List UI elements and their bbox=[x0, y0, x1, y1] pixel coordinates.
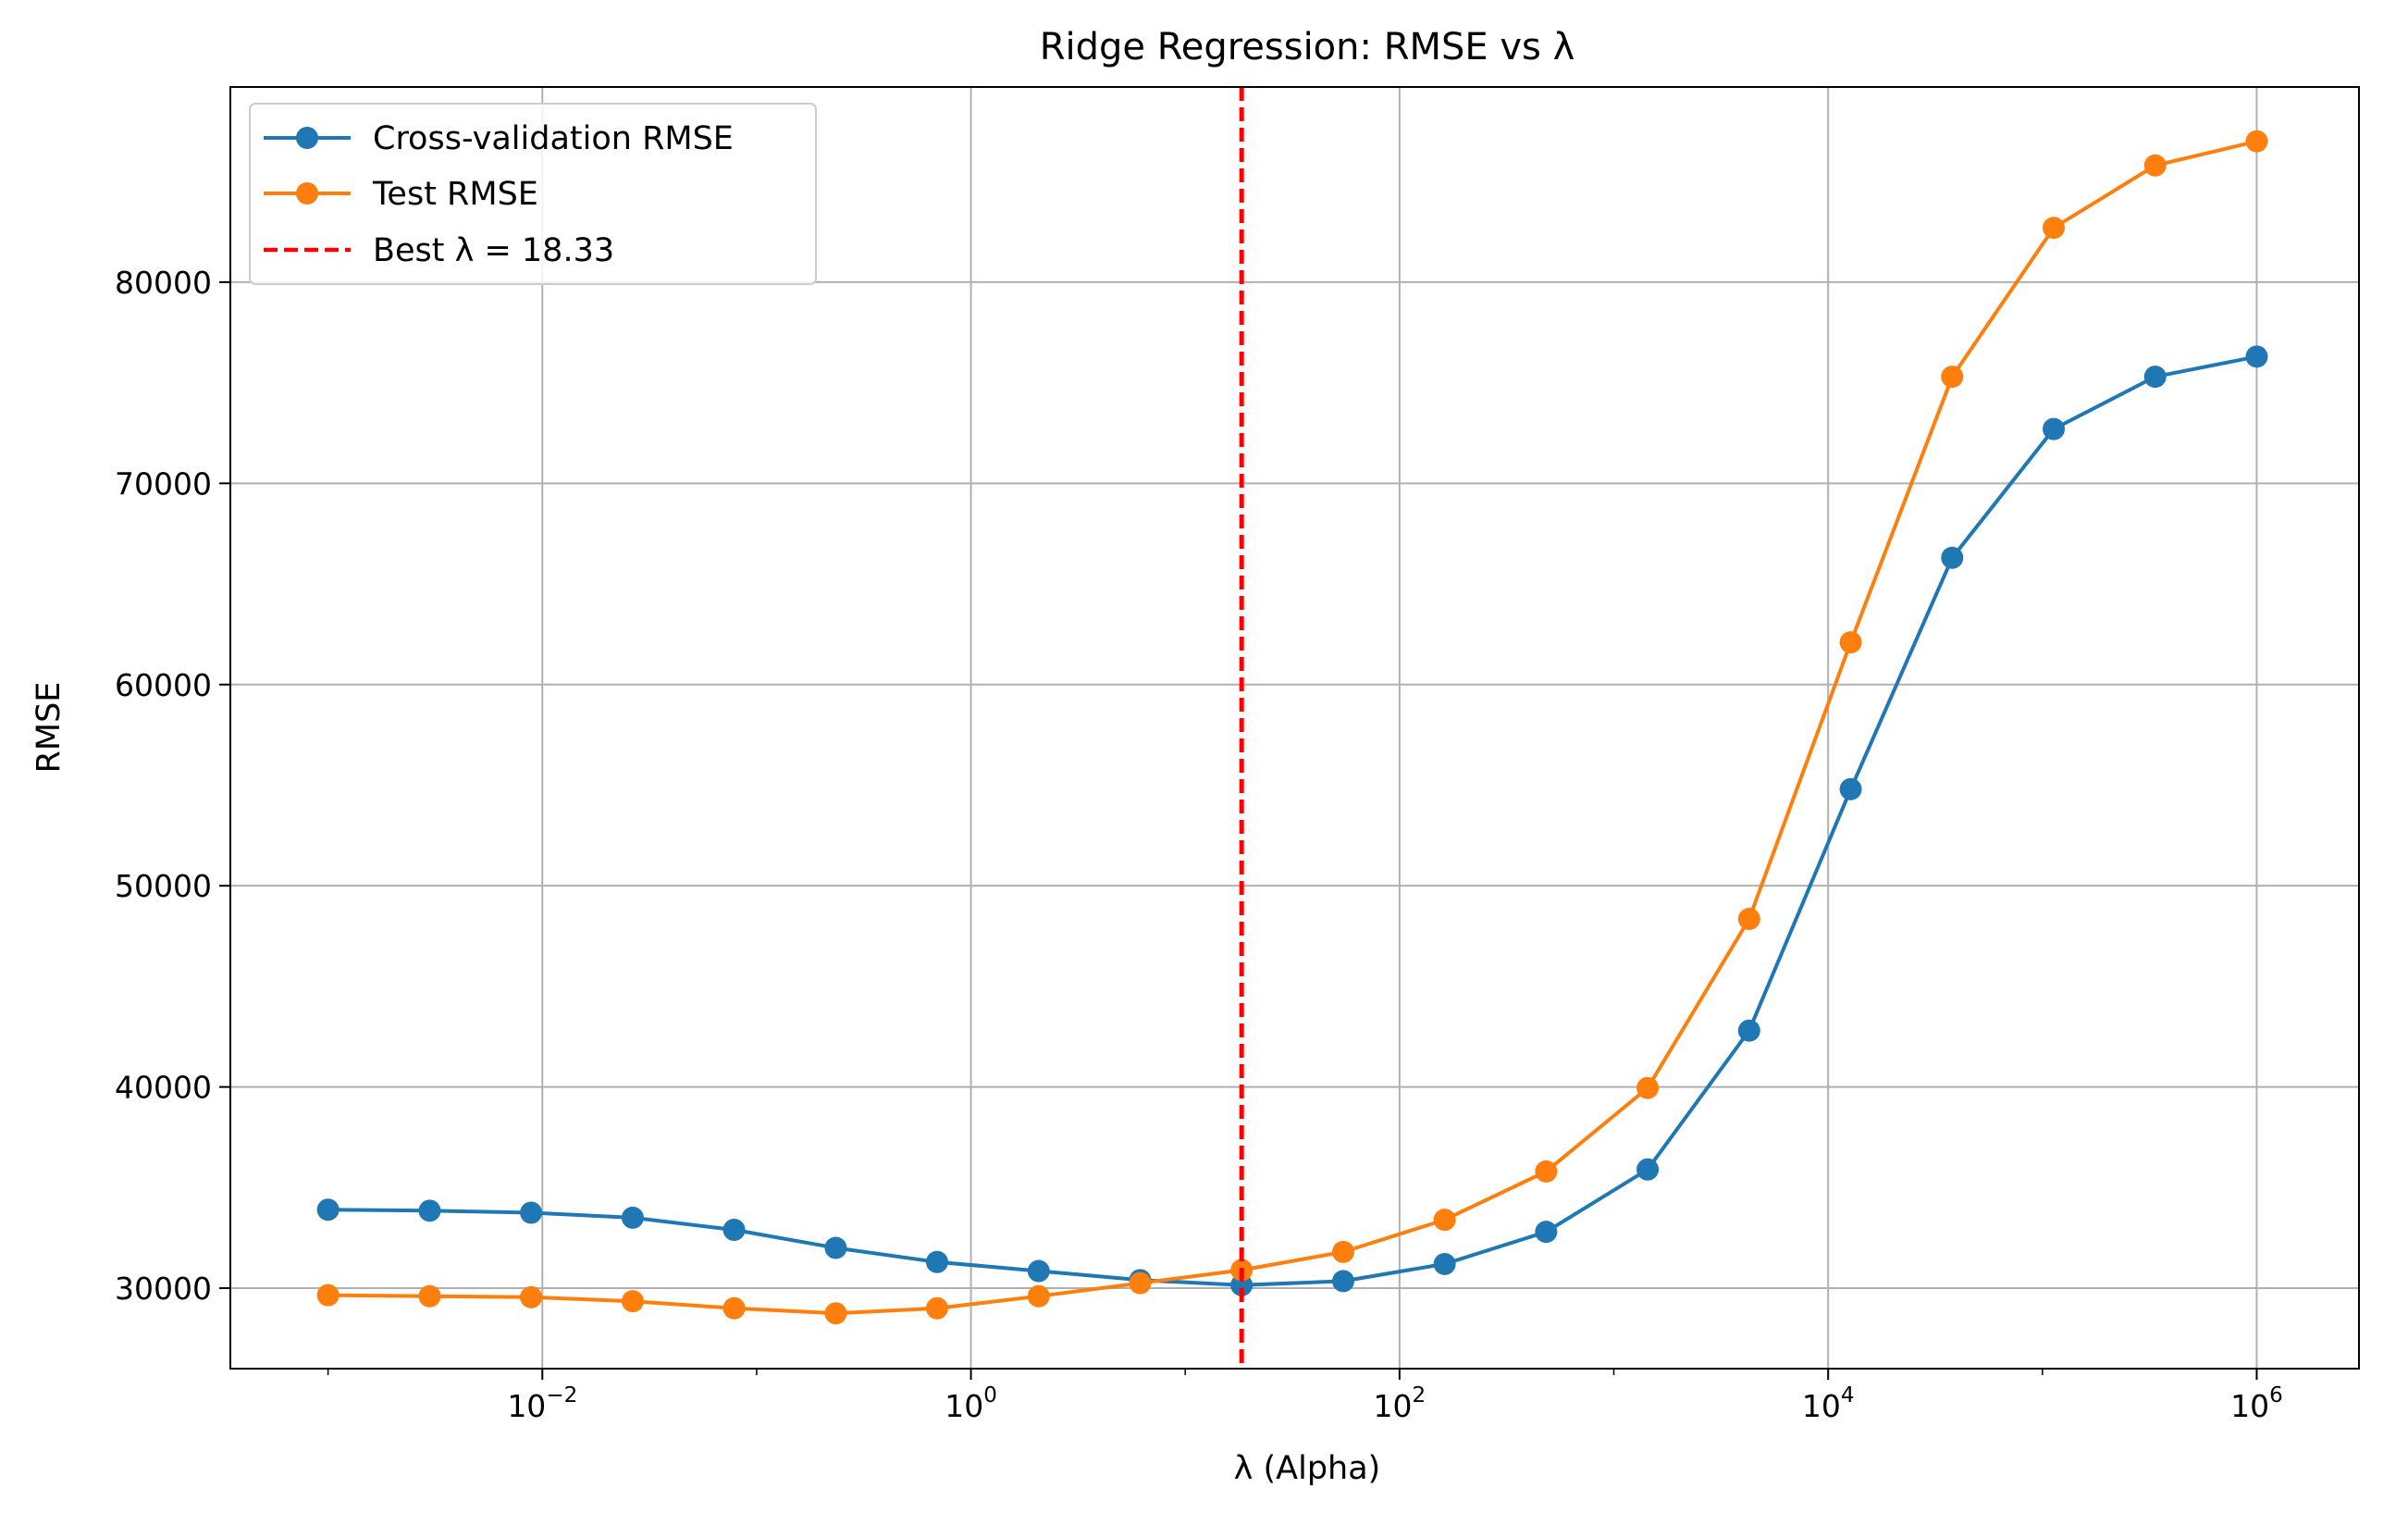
x-tick-base: 10 bbox=[945, 1388, 983, 1424]
x-tick-base: 10 bbox=[1802, 1388, 1841, 1424]
x-tick-exponent: 0 bbox=[983, 1383, 997, 1408]
series-0-point bbox=[621, 1206, 644, 1229]
legend-marker-cv bbox=[296, 127, 318, 149]
legend-label-best: Best λ = 18.33 bbox=[373, 232, 614, 269]
y-tick-label: 80000 bbox=[115, 265, 212, 301]
x-tick-label: 10−2 bbox=[507, 1383, 577, 1424]
x-tick-exponent: 2 bbox=[1413, 1383, 1426, 1408]
y-tick-label: 30000 bbox=[115, 1271, 212, 1307]
series-1-point bbox=[418, 1284, 441, 1308]
x-tick-exponent: 6 bbox=[2269, 1383, 2283, 1408]
series-1-point bbox=[722, 1296, 746, 1320]
series-1-point bbox=[925, 1296, 948, 1320]
series-0-point bbox=[316, 1198, 340, 1222]
chart-title: Ridge Regression: RMSE vs λ bbox=[1040, 26, 1575, 68]
series-0-point bbox=[2043, 417, 2066, 440]
series-1-point bbox=[824, 1302, 847, 1325]
series-1-point bbox=[621, 1290, 644, 1313]
y-tick-label: 70000 bbox=[115, 465, 212, 502]
series-1-point bbox=[316, 1284, 340, 1307]
y-tick-label: 50000 bbox=[115, 868, 212, 904]
series-0-point bbox=[418, 1199, 441, 1222]
series-1-point bbox=[1433, 1209, 1456, 1232]
series-0-point bbox=[1737, 1019, 1760, 1042]
x-tick-label: 106 bbox=[2230, 1383, 2283, 1424]
x-tick-label: 100 bbox=[945, 1383, 997, 1424]
series-1-point bbox=[1636, 1076, 1660, 1099]
y-tick-label: 60000 bbox=[115, 667, 212, 703]
series-0-point bbox=[1027, 1259, 1050, 1283]
x-tick-base: 10 bbox=[507, 1388, 546, 1424]
series-0-point bbox=[2245, 345, 2268, 368]
grid bbox=[230, 87, 2359, 1369]
series-1-point bbox=[520, 1285, 543, 1308]
series-1-point bbox=[1129, 1271, 1152, 1295]
y-axis-label: RMSE bbox=[31, 682, 68, 774]
series-1-point bbox=[1535, 1160, 1558, 1183]
ticks: 10−2 100 102 104 106300004000050000600007000… bbox=[115, 265, 2283, 1424]
legend-label-cv: Cross-validation RMSE bbox=[373, 120, 734, 157]
series-0-point bbox=[722, 1218, 746, 1241]
legend: Cross-validation RMSE Test RMSE Best λ =… bbox=[249, 103, 817, 285]
series-line-1 bbox=[327, 139, 2257, 1316]
y-tick-label: 40000 bbox=[115, 1070, 212, 1106]
series-0-point bbox=[520, 1201, 543, 1224]
series-0-point bbox=[1331, 1270, 1354, 1293]
series-0-point bbox=[824, 1236, 847, 1259]
x-tick-base: 10 bbox=[1374, 1388, 1413, 1424]
series-0-point bbox=[925, 1250, 948, 1273]
x-tick-exponent: 4 bbox=[1841, 1383, 1855, 1408]
series-1-point bbox=[1737, 908, 1760, 931]
series-0-point bbox=[1433, 1252, 1456, 1275]
legend-frame bbox=[249, 103, 817, 285]
series-1-point bbox=[1941, 366, 1964, 389]
series-0-point bbox=[1839, 777, 1862, 800]
series-0-point bbox=[1941, 546, 1964, 569]
plot-area bbox=[316, 87, 2268, 1369]
series-0-point bbox=[2143, 366, 2167, 389]
x-axis-label: λ (Alpha) bbox=[1234, 1450, 1381, 1487]
series-1-point bbox=[2245, 130, 2268, 153]
series-1-point bbox=[2043, 217, 2066, 240]
series-1-point bbox=[1331, 1240, 1354, 1263]
series-line-0 bbox=[327, 354, 2257, 1287]
series-1-point bbox=[1027, 1284, 1050, 1308]
x-tick-label: 102 bbox=[1374, 1383, 1426, 1424]
series-0-point bbox=[1535, 1221, 1558, 1244]
series-0-point bbox=[1636, 1158, 1660, 1181]
x-tick-base: 10 bbox=[2230, 1388, 2269, 1424]
legend-marker-test bbox=[296, 182, 318, 205]
series-1-point bbox=[2143, 154, 2167, 177]
series-1-point bbox=[1839, 631, 1862, 654]
x-tick-exponent: −2 bbox=[546, 1383, 577, 1408]
x-tick-label: 104 bbox=[1802, 1383, 1855, 1424]
legend-label-test: Test RMSE bbox=[372, 176, 538, 213]
axes-frame bbox=[229, 86, 2360, 1370]
